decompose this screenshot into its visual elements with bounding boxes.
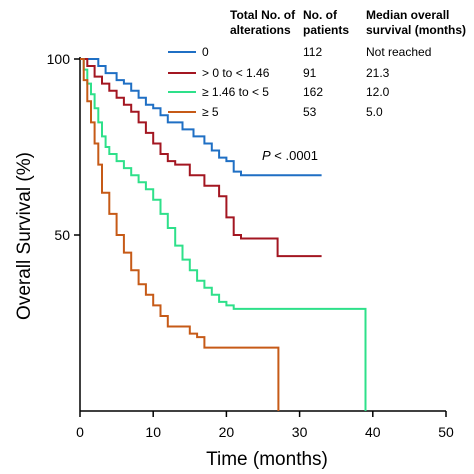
legend-header-median: Median overall survival (months) — [366, 8, 466, 37]
y-axis-title: Overall Survival (%) — [14, 152, 35, 320]
x-tick-label: 0 — [76, 424, 84, 440]
y-tick-label: 100 — [47, 51, 71, 67]
axes: 0 10 20 30 40 50 50 100 — [47, 51, 454, 440]
legend-median-survival: 12.0 — [366, 85, 390, 99]
legend-group-label: ≥ 5 — [202, 105, 219, 119]
x-axis-title: Time (months) — [206, 449, 328, 470]
legend-median-survival: 21.3 — [366, 66, 390, 80]
legend-patients-count: 91 — [303, 66, 317, 80]
p-value-annotation: P < .0001 — [262, 148, 318, 163]
legend-group-label: ≥ 1.46 to < 5 — [202, 85, 269, 99]
survival-curve-series-3 — [80, 58, 280, 411]
x-tick-label: 40 — [365, 424, 381, 440]
legend-patients-count: 112 — [303, 45, 322, 59]
x-tick-label: 10 — [145, 424, 161, 440]
legend-median-survival: Not reached — [366, 45, 431, 59]
legend-header-patients: No. of patients — [303, 8, 349, 37]
legend-patients-count: 53 — [303, 105, 317, 119]
x-tick-label: 20 — [219, 424, 235, 440]
legend-header-group: Total No. of alterations — [230, 8, 296, 37]
y-tick-label: 50 — [54, 227, 70, 243]
survival-curve-series-2 — [80, 58, 367, 411]
x-tick-label: 50 — [438, 424, 454, 440]
legend-group-label: 0 — [202, 45, 209, 59]
legend-patients-count: 162 — [303, 85, 323, 99]
survival-curves — [80, 58, 367, 411]
legend-group-label: > 0 to < 1.46 — [202, 66, 270, 80]
survival-curve-series-1 — [80, 58, 322, 258]
legend-median-survival: 5.0 — [366, 105, 383, 119]
x-tick-label: 30 — [292, 424, 308, 440]
survival-curve-series-0 — [80, 58, 322, 177]
